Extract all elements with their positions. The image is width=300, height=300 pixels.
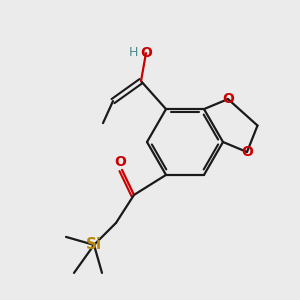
Text: O: O: [241, 145, 253, 159]
Text: H: H: [128, 46, 138, 59]
Text: O: O: [222, 92, 234, 106]
Text: O: O: [114, 155, 126, 169]
Text: O: O: [140, 46, 152, 60]
Text: Si: Si: [86, 237, 102, 252]
